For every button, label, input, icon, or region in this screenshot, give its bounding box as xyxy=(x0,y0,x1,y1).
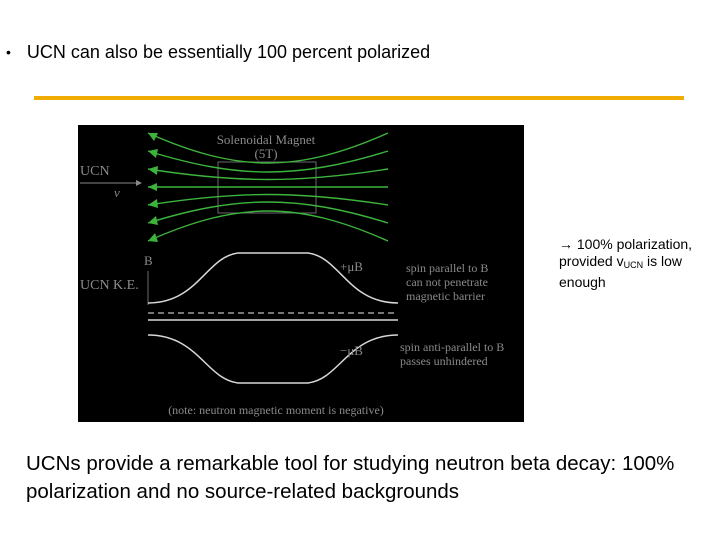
field-line-2 xyxy=(147,150,389,173)
ucn-arrow-head xyxy=(136,180,142,186)
plus-mu-b-label: +μB xyxy=(340,259,363,274)
field-arrow-7 xyxy=(148,233,158,242)
magnet-title-line1: Solenoidal Magnet xyxy=(217,132,316,147)
bullet-marker: • xyxy=(6,44,11,60)
b-label: B xyxy=(144,253,153,268)
spin-parallel-line1: spin parallel to B xyxy=(406,261,488,275)
field-arrow-6 xyxy=(148,216,158,225)
field-lines xyxy=(147,132,389,242)
minus-mu-b-curve xyxy=(147,334,399,384)
figure-note: (note: neutron magnetic moment is negati… xyxy=(168,403,384,417)
figure-svg: Solenoidal Magnet (5T) UCN v xyxy=(80,132,504,417)
field-arrow-5 xyxy=(148,199,158,208)
minus-mu-b-label: −μB xyxy=(340,343,363,358)
accent-rule xyxy=(34,96,684,100)
side-note: → 100% polarization, provided vUCN is lo… xyxy=(559,236,709,291)
spin-anti-line1: spin anti-parallel to B xyxy=(400,340,504,354)
field-arrow-1 xyxy=(148,133,158,141)
side-note-subscript: UCN xyxy=(623,260,644,270)
side-note-text-2: is low enough xyxy=(559,253,682,290)
ucn-label: UCN xyxy=(80,164,110,179)
spin-parallel-line2: can not penetrate xyxy=(406,275,488,289)
field-line-7 xyxy=(147,210,389,242)
field-line-6 xyxy=(147,201,389,224)
field-line-1 xyxy=(147,132,389,164)
field-line-3 xyxy=(147,168,389,181)
conclusion-text: UCNs provide a remarkable tool for study… xyxy=(26,452,675,503)
field-arrow-3 xyxy=(148,166,158,175)
bullet-point: • UCN can also be essentially 100 percent… xyxy=(6,40,430,65)
ke-label: UCN K.E. xyxy=(80,278,139,293)
v-label: v xyxy=(114,185,120,200)
spin-anti-line2: passes unhindered xyxy=(400,354,488,368)
plus-mu-b-curve xyxy=(147,252,399,304)
arrow-icon: → xyxy=(559,236,573,252)
field-line-5 xyxy=(147,193,389,206)
ucn-polarization-figure: Solenoidal Magnet (5T) UCN v xyxy=(78,125,524,422)
spin-parallel-line3: magnetic barrier xyxy=(406,289,485,303)
field-arrows xyxy=(148,133,158,242)
field-arrow-2 xyxy=(148,149,158,158)
side-note-text-1: 100% polarization, provided v xyxy=(559,236,693,269)
bullet-text: UCN can also be essentially 100 percent … xyxy=(26,42,431,62)
magnet-title-line2: (5T) xyxy=(254,146,277,161)
field-arrow-4 xyxy=(148,183,157,191)
